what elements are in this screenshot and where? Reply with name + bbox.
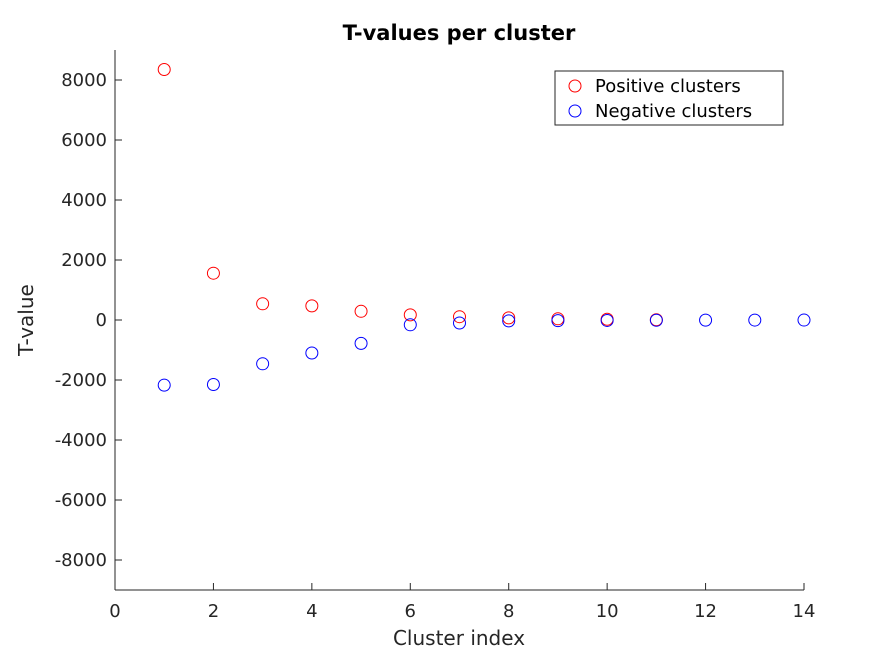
- data-points: [157, 63, 811, 392]
- y-tick-label: 0: [96, 310, 107, 331]
- x-tick-label: 12: [694, 601, 717, 622]
- y-tick-label: 2000: [61, 250, 107, 271]
- data-point: [649, 313, 663, 327]
- data-point: [354, 304, 368, 318]
- y-tick-label: -6000: [55, 490, 107, 511]
- x-tick-label: 0: [109, 601, 120, 622]
- data-point: [256, 357, 270, 371]
- x-tick-label: 2: [208, 601, 219, 622]
- data-point: [256, 297, 270, 311]
- axes: [114, 50, 804, 591]
- legend-entry: Negative clusters: [595, 101, 752, 122]
- data-point: [797, 313, 811, 327]
- y-tick-label: 8000: [61, 70, 107, 91]
- y-tick-label: -2000: [55, 370, 107, 391]
- data-point: [354, 336, 368, 350]
- data-point: [206, 266, 220, 280]
- x-tick-label: 6: [405, 601, 416, 622]
- data-point: [551, 314, 565, 328]
- data-point: [403, 308, 417, 322]
- y-tick-label: 6000: [61, 130, 107, 151]
- data-point: [600, 312, 614, 326]
- legend-entry: Positive clusters: [595, 76, 741, 97]
- x-axis-ticks: 0 2 4 6 8 10 12 14: [109, 583, 815, 622]
- data-point: [305, 346, 319, 360]
- data-point: [453, 310, 466, 324]
- legend-marker: [568, 104, 582, 118]
- data-point: [403, 318, 417, 332]
- x-axis-label: Cluster index: [393, 626, 525, 650]
- x-tick-label: 4: [306, 601, 317, 622]
- y-axis-ticks: -8000 -6000 -4000 -2000 0 2000 4000 6000 8000: [55, 70, 122, 571]
- data-point: [305, 299, 319, 313]
- data-point: [453, 316, 466, 330]
- data-point: [157, 378, 171, 392]
- data-point: [157, 63, 171, 76]
- legend-marker: [568, 79, 582, 93]
- x-tick-label: 8: [503, 601, 514, 622]
- y-tick-label: -4000: [55, 430, 107, 451]
- series-negative: [157, 313, 811, 392]
- y-tick-label: 4000: [61, 190, 107, 211]
- y-tick-label: -8000: [55, 550, 107, 571]
- data-point: [502, 311, 516, 325]
- x-tick-label: 14: [793, 601, 816, 622]
- legend: Positive clusters Negative clusters: [554, 70, 784, 126]
- data-point: [502, 314, 516, 328]
- data-point: [206, 378, 220, 391]
- data-point: [699, 313, 713, 327]
- data-point: [748, 313, 762, 327]
- legend-box: [554, 70, 784, 126]
- x-tick-label: 10: [596, 601, 619, 622]
- y-axis-label: T-value: [14, 284, 38, 357]
- data-point: [600, 313, 614, 327]
- chart-title: T-values per cluster: [343, 21, 576, 45]
